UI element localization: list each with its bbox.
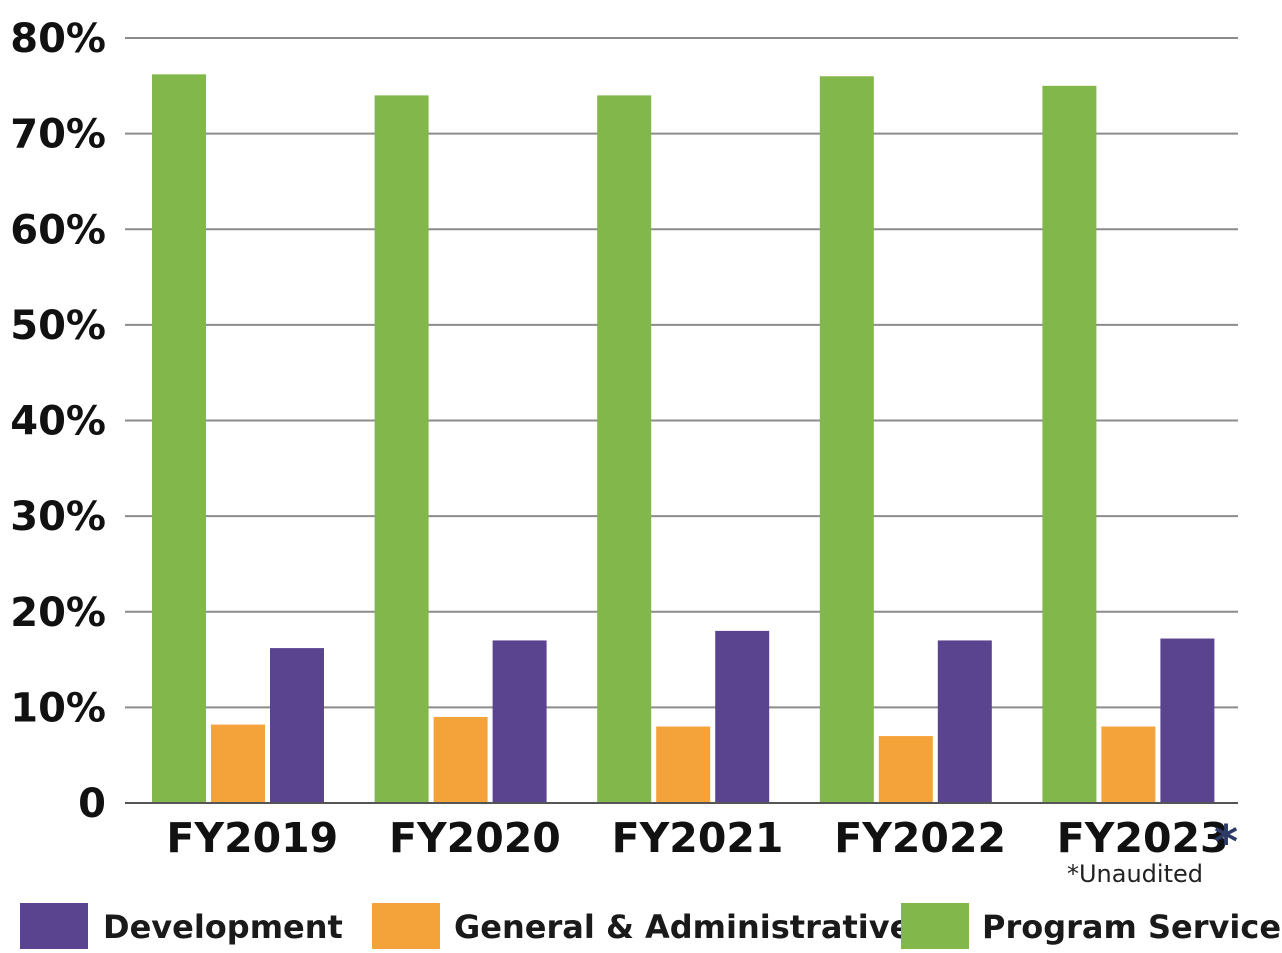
y-tick-label: 40% (10, 399, 106, 445)
legend-swatch-development (20, 903, 88, 949)
bar-development-fy2023 (1160, 638, 1215, 803)
bar-development-fy2020 (492, 640, 547, 803)
bars (152, 74, 1215, 803)
y-tick-label: 60% (10, 207, 106, 253)
x-axis-tick-labels: FY2019 FY2020 FY2021 FY2022 FY2023* (166, 814, 1238, 869)
bar-program-services-fy2019 (152, 74, 206, 803)
unaudited-asterisk: * (1214, 815, 1238, 869)
bar-general-and-administrative-fy2021 (656, 726, 711, 803)
bar-program-services-fy2023 (1042, 85, 1097, 803)
unaudited-footnote: *Unaudited (1067, 860, 1203, 888)
x-tick-label: FY2023 (1057, 814, 1229, 862)
y-tick-label: 70% (10, 112, 106, 158)
x-tick-label: FY2019 (166, 814, 338, 862)
legend-label-general-and-administrative: General & Administrative (454, 908, 911, 946)
bar-development-fy2022 (937, 640, 992, 803)
bar-general-and-administrative-fy2023 (1101, 726, 1156, 803)
legend-swatch-program-services (901, 903, 969, 949)
x-tick-label: FY2020 (389, 814, 561, 862)
y-tick-label: 20% (10, 590, 106, 636)
y-tick-label: 30% (10, 494, 106, 540)
legend-label-program-services: Program Services (982, 908, 1282, 946)
bar-development-fy2019 (270, 648, 324, 803)
bar-general-and-administrative-fy2020 (433, 716, 488, 803)
y-tick-label: 50% (10, 303, 106, 349)
x-tick-label: FY2021 (612, 814, 784, 862)
bar-program-services-fy2022 (819, 76, 874, 803)
legend-swatch-general-and-administrative (372, 903, 440, 949)
bar-development-fy2021 (715, 630, 770, 803)
y-tick-label: 0 (78, 781, 106, 827)
x-tick-label: FY2022 (834, 814, 1006, 862)
legend-label-development: Development (103, 908, 343, 946)
y-tick-label: 80% (10, 16, 106, 62)
gridlines (125, 37, 1238, 709)
y-axis-tick-labels: 0 10% 20% 30% 40% 50% 60% 70% 80% (10, 16, 106, 827)
legend: Development General & Administrative Progr… (20, 903, 1282, 949)
bar-program-services-fy2021 (597, 95, 652, 803)
bar-general-and-administrative-fy2019 (211, 724, 265, 803)
bar-general-and-administrative-fy2022 (878, 736, 933, 803)
y-tick-label: 10% (10, 685, 106, 731)
bar-program-services-fy2020 (374, 95, 429, 803)
